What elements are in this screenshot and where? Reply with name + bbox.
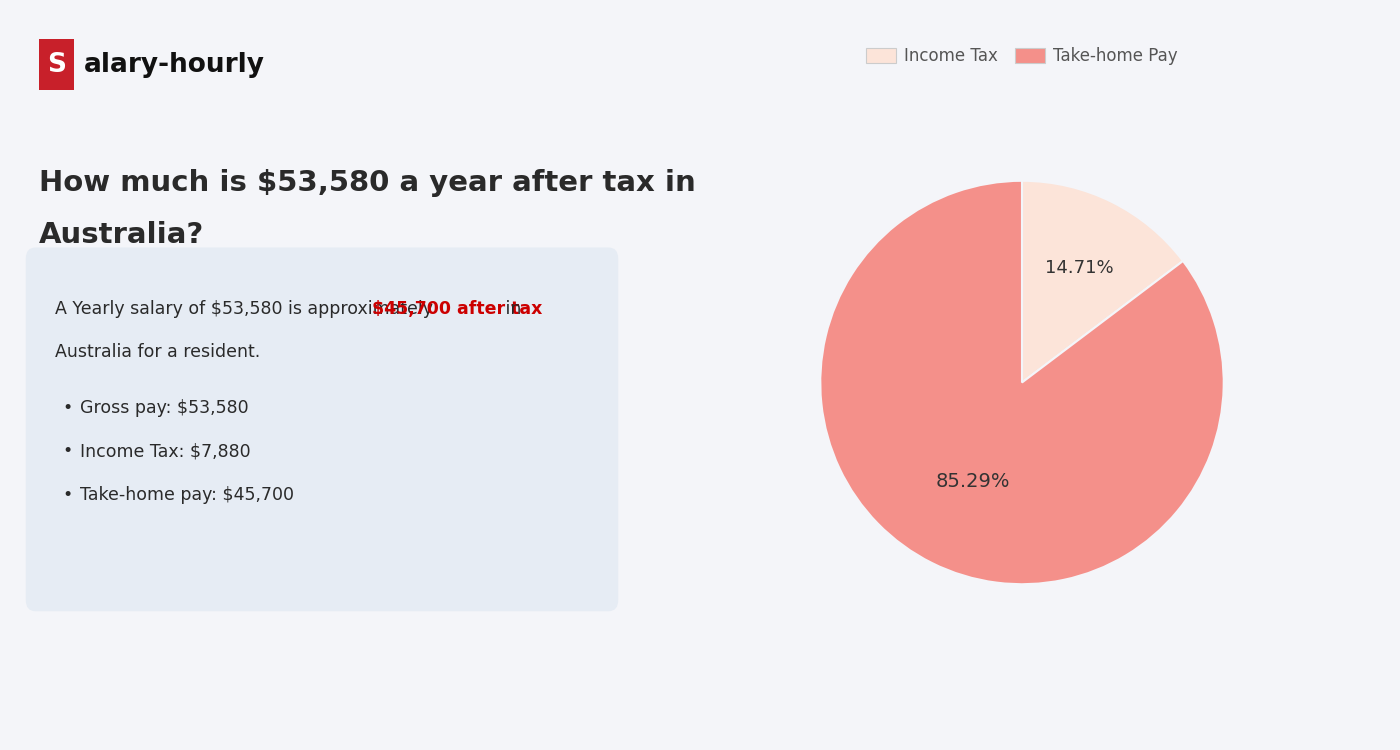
- Text: 85.29%: 85.29%: [935, 472, 1009, 491]
- Text: S: S: [46, 52, 66, 77]
- Text: •: •: [63, 399, 73, 417]
- Legend: Income Tax, Take-home Pay: Income Tax, Take-home Pay: [860, 40, 1184, 71]
- Wedge shape: [820, 181, 1224, 584]
- FancyBboxPatch shape: [39, 39, 74, 90]
- Wedge shape: [1022, 181, 1183, 382]
- Text: Gross pay: $53,580: Gross pay: $53,580: [81, 399, 249, 417]
- FancyBboxPatch shape: [25, 248, 619, 611]
- Text: A Yearly salary of $53,580 is approximately: A Yearly salary of $53,580 is approximat…: [55, 300, 438, 318]
- Text: alary-hourly: alary-hourly: [84, 52, 265, 77]
- Text: •: •: [63, 486, 73, 504]
- Text: in: in: [500, 300, 521, 318]
- Text: Income Tax: $7,880: Income Tax: $7,880: [81, 442, 251, 460]
- Text: How much is $53,580 a year after tax in: How much is $53,580 a year after tax in: [39, 169, 696, 196]
- Text: •: •: [63, 442, 73, 460]
- Text: Australia?: Australia?: [39, 221, 204, 249]
- Text: 14.71%: 14.71%: [1044, 259, 1113, 277]
- Text: $45,700 after tax: $45,700 after tax: [371, 300, 542, 318]
- Text: Australia for a resident.: Australia for a resident.: [55, 343, 260, 361]
- Text: Take-home pay: $45,700: Take-home pay: $45,700: [81, 486, 294, 504]
